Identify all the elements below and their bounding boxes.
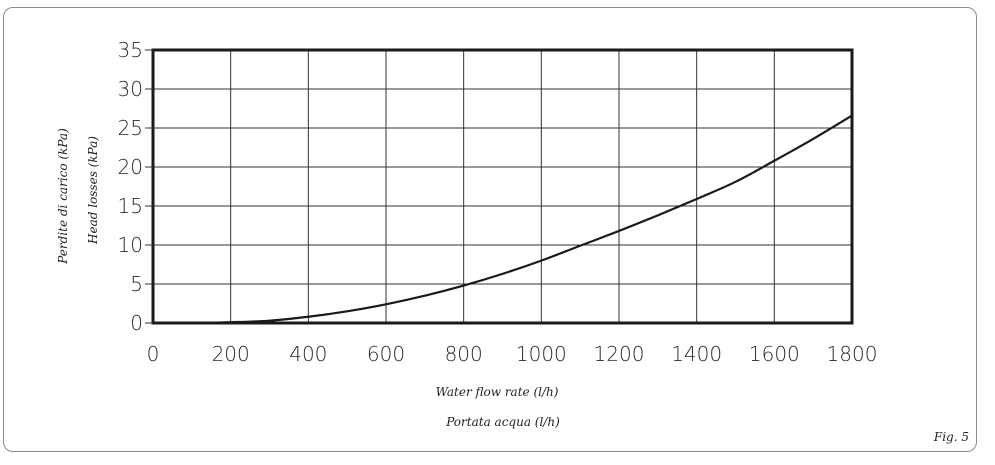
y-tick-label: 0 <box>130 311 143 335</box>
grid-lines <box>152 49 853 324</box>
y-tick-labels: 0 5 10 15 20 25 30 35 <box>118 38 153 335</box>
x-tick-label: 1800 <box>827 342 878 366</box>
y-tick-label: 15 <box>118 194 143 218</box>
y-axis-label-line-1: Perdite di carico (kPa) <box>56 128 70 265</box>
y-tick-label: 35 <box>118 38 143 62</box>
x-tick-label: 800 <box>445 342 483 366</box>
x-tick-label: 1200 <box>594 342 645 366</box>
x-axis-label-line-2: Portata acqua (l/h) <box>445 415 560 429</box>
x-tick-labels: 0 200 400 600 800 1000 1200 1400 1600 1800 <box>147 342 878 366</box>
x-tick-label: 400 <box>289 342 327 366</box>
figure-frame <box>3 7 977 452</box>
y-axis-label-line-2: Head losses (kPa) <box>86 136 100 245</box>
x-tick-label: 600 <box>367 342 405 366</box>
x-tick-label: 1400 <box>671 342 722 366</box>
y-tick-label: 10 <box>118 233 143 257</box>
y-axis-label-group-2: Head losses (kPa) <box>86 136 100 245</box>
y-tick-label: 20 <box>118 155 143 179</box>
figure-label: Fig. 5 <box>933 430 969 444</box>
y-tick-label: 25 <box>118 116 143 140</box>
x-axis-label-line-1: Water flow rate (l/h) <box>436 385 559 399</box>
y-axis-label-group: Perdite di carico (kPa) <box>56 128 70 265</box>
x-tick-label: 200 <box>212 342 250 366</box>
x-tick-label: 1600 <box>749 342 800 366</box>
x-tick-label: 1000 <box>516 342 567 366</box>
y-tick-label: 30 <box>118 77 143 101</box>
plot-border <box>151 48 854 325</box>
y-tick-label: 5 <box>130 272 143 296</box>
x-tick-label: 0 <box>147 342 160 366</box>
head-loss-curve <box>152 114 853 325</box>
